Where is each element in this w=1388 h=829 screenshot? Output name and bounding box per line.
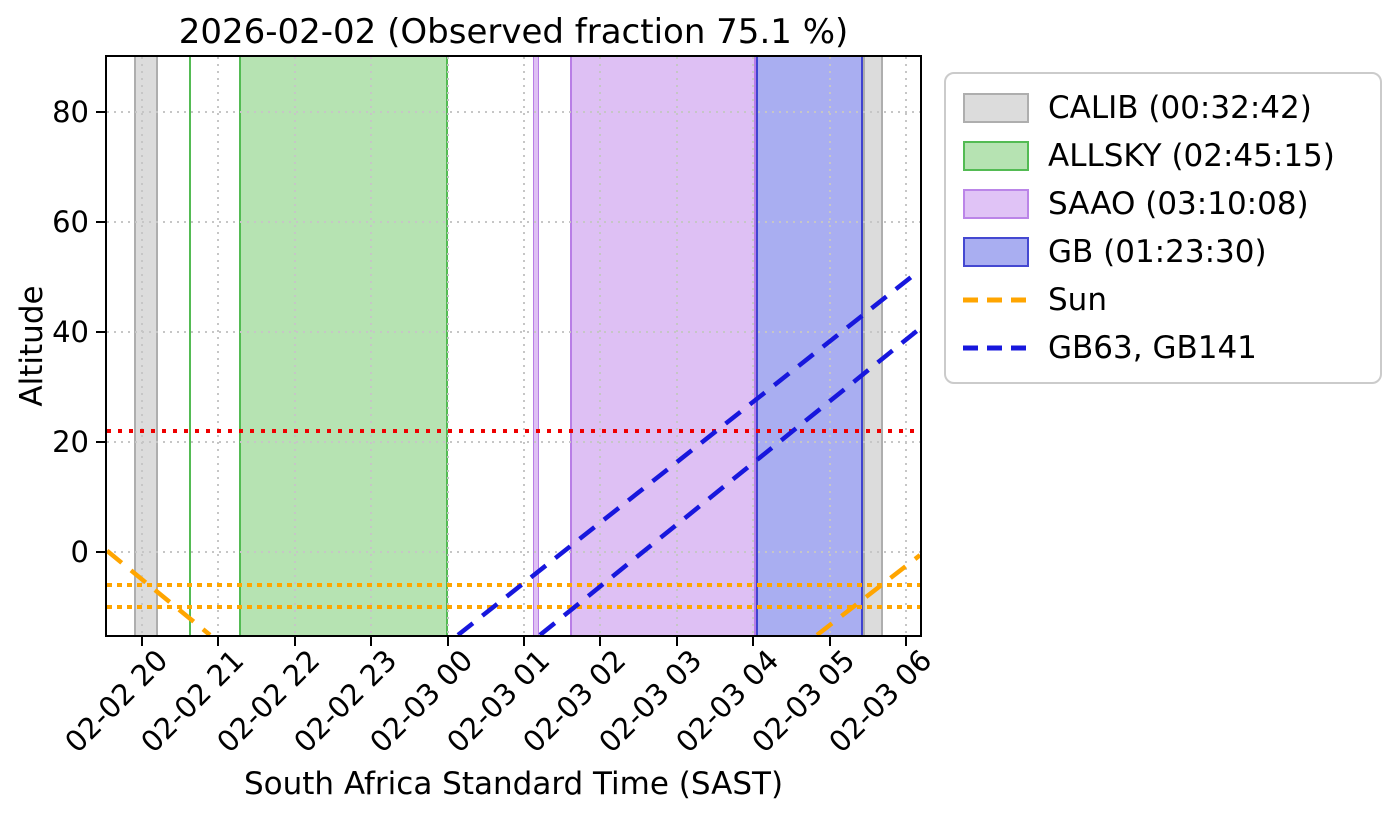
y-tick-mark <box>96 441 107 444</box>
x-tick-mark <box>752 635 755 646</box>
y-grid-line <box>107 551 920 554</box>
legend-label: SAAO (03:10:08) <box>1048 186 1309 222</box>
x-grid-line <box>675 57 678 635</box>
legend-label: CALIB (00:32:42) <box>1048 90 1312 126</box>
span-allsky <box>188 57 192 635</box>
x-tick-mark <box>370 635 373 646</box>
saao-swatch <box>963 189 1029 219</box>
y-tick-mark <box>96 111 107 114</box>
line-sun <box>107 549 212 635</box>
x-grid-line <box>140 57 143 635</box>
y-tick-mark <box>96 221 107 224</box>
sun-dash-swatch <box>963 285 1029 315</box>
y-grid-line <box>107 441 920 444</box>
legend-label: ALLSKY (02:45:15) <box>1048 138 1335 174</box>
y-tick-mark <box>96 331 107 334</box>
gb-swatch <box>963 237 1029 267</box>
line-gb63-gb141 <box>456 268 920 635</box>
y-tick-label: 80 <box>52 95 89 130</box>
line-sun <box>815 553 920 635</box>
legend-item-gb: GB (01:23:30) <box>963 234 1364 270</box>
x-grid-line <box>599 57 602 635</box>
x-grid-line <box>370 57 373 635</box>
x-tick-mark <box>828 635 831 646</box>
x-grid-line <box>523 57 525 635</box>
x-grid-line <box>217 57 220 635</box>
allsky-swatch <box>963 141 1029 171</box>
x-tick-mark <box>675 635 678 646</box>
legend: CALIB (00:32:42) ALLSKY (02:45:15) SAAO … <box>944 72 1382 384</box>
legend-item-allsky: ALLSKY (02:45:15) <box>963 138 1364 174</box>
legend-label: Sun <box>1048 282 1107 318</box>
y-tick-mark <box>96 551 107 554</box>
span-allsky <box>239 57 448 635</box>
y-grid-line <box>107 111 920 114</box>
altitude-limit <box>107 429 920 434</box>
span-gb <box>755 57 863 635</box>
sun-altitude-limit-2 <box>107 605 920 610</box>
legend-item-calib: CALIB (00:32:42) <box>963 90 1364 126</box>
legend-item-saao: SAAO (03:10:08) <box>963 186 1364 222</box>
legend-label: GB63, GB141 <box>1048 330 1257 366</box>
x-grid-line <box>752 57 755 635</box>
y-tick-label: 20 <box>52 425 89 460</box>
y-tick-label: 60 <box>52 205 89 240</box>
y-grid-line <box>107 221 920 224</box>
span-saao <box>533 57 539 635</box>
plot-area <box>107 57 920 635</box>
sun-altitude-limit-1 <box>107 583 920 588</box>
x-grid-line <box>293 57 296 635</box>
x-tick-mark <box>293 635 296 646</box>
legend-item-sun: Sun <box>963 282 1364 318</box>
span-calib <box>133 57 158 635</box>
page-title: 2026-02-02 (Observed fraction 75.1 %) <box>178 12 849 52</box>
gb63-gb141-dash-swatch <box>963 333 1029 363</box>
x-tick-mark <box>446 635 449 646</box>
y-tick-label: 40 <box>52 315 89 350</box>
x-tick-mark <box>217 635 220 646</box>
y-tick-label: 0 <box>70 535 89 570</box>
line-gb63-gb141 <box>538 326 920 635</box>
series-lines <box>107 268 920 635</box>
x-tick-mark <box>905 635 908 646</box>
x-grid-line <box>828 57 831 635</box>
span-calib <box>863 57 884 635</box>
x-axis-label: South Africa Standard Time (SAST) <box>243 766 784 802</box>
x-tick-mark <box>599 635 602 646</box>
legend-item-gb63-gb141: GB63, GB141 <box>963 330 1364 366</box>
x-tick-mark <box>523 635 525 646</box>
x-grid-line <box>446 57 449 635</box>
calib-swatch <box>963 93 1029 123</box>
x-tick-mark <box>140 635 143 646</box>
y-grid-line <box>107 331 920 334</box>
x-grid-line <box>905 57 908 635</box>
legend-label: GB (01:23:30) <box>1048 234 1267 270</box>
